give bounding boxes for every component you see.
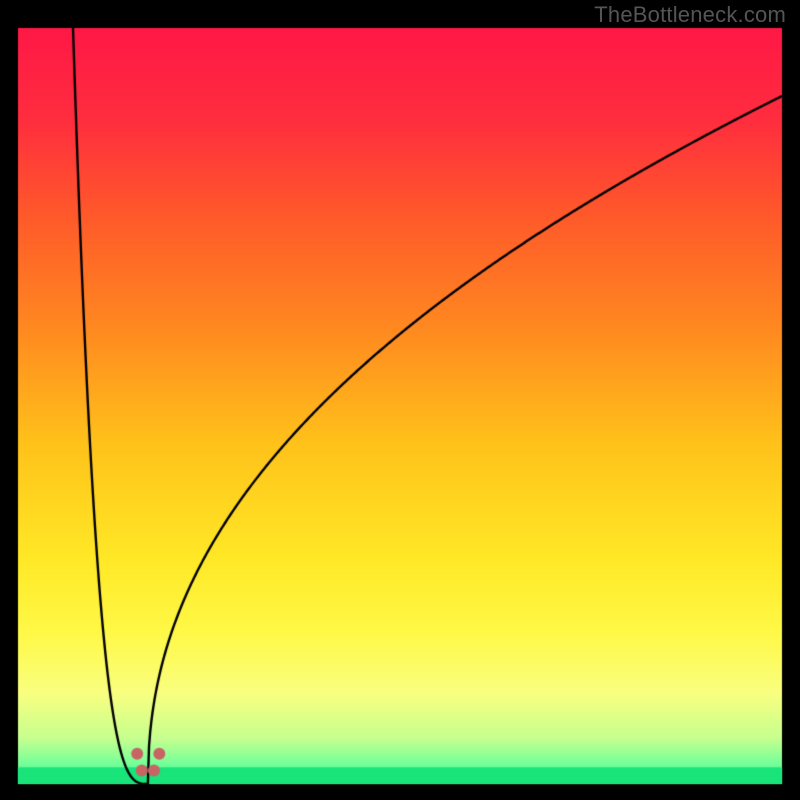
watermark-text: TheBottleneck.com — [594, 2, 786, 28]
chart-container: TheBottleneck.com — [0, 0, 800, 800]
bottleneck-curve-chart — [0, 0, 800, 800]
